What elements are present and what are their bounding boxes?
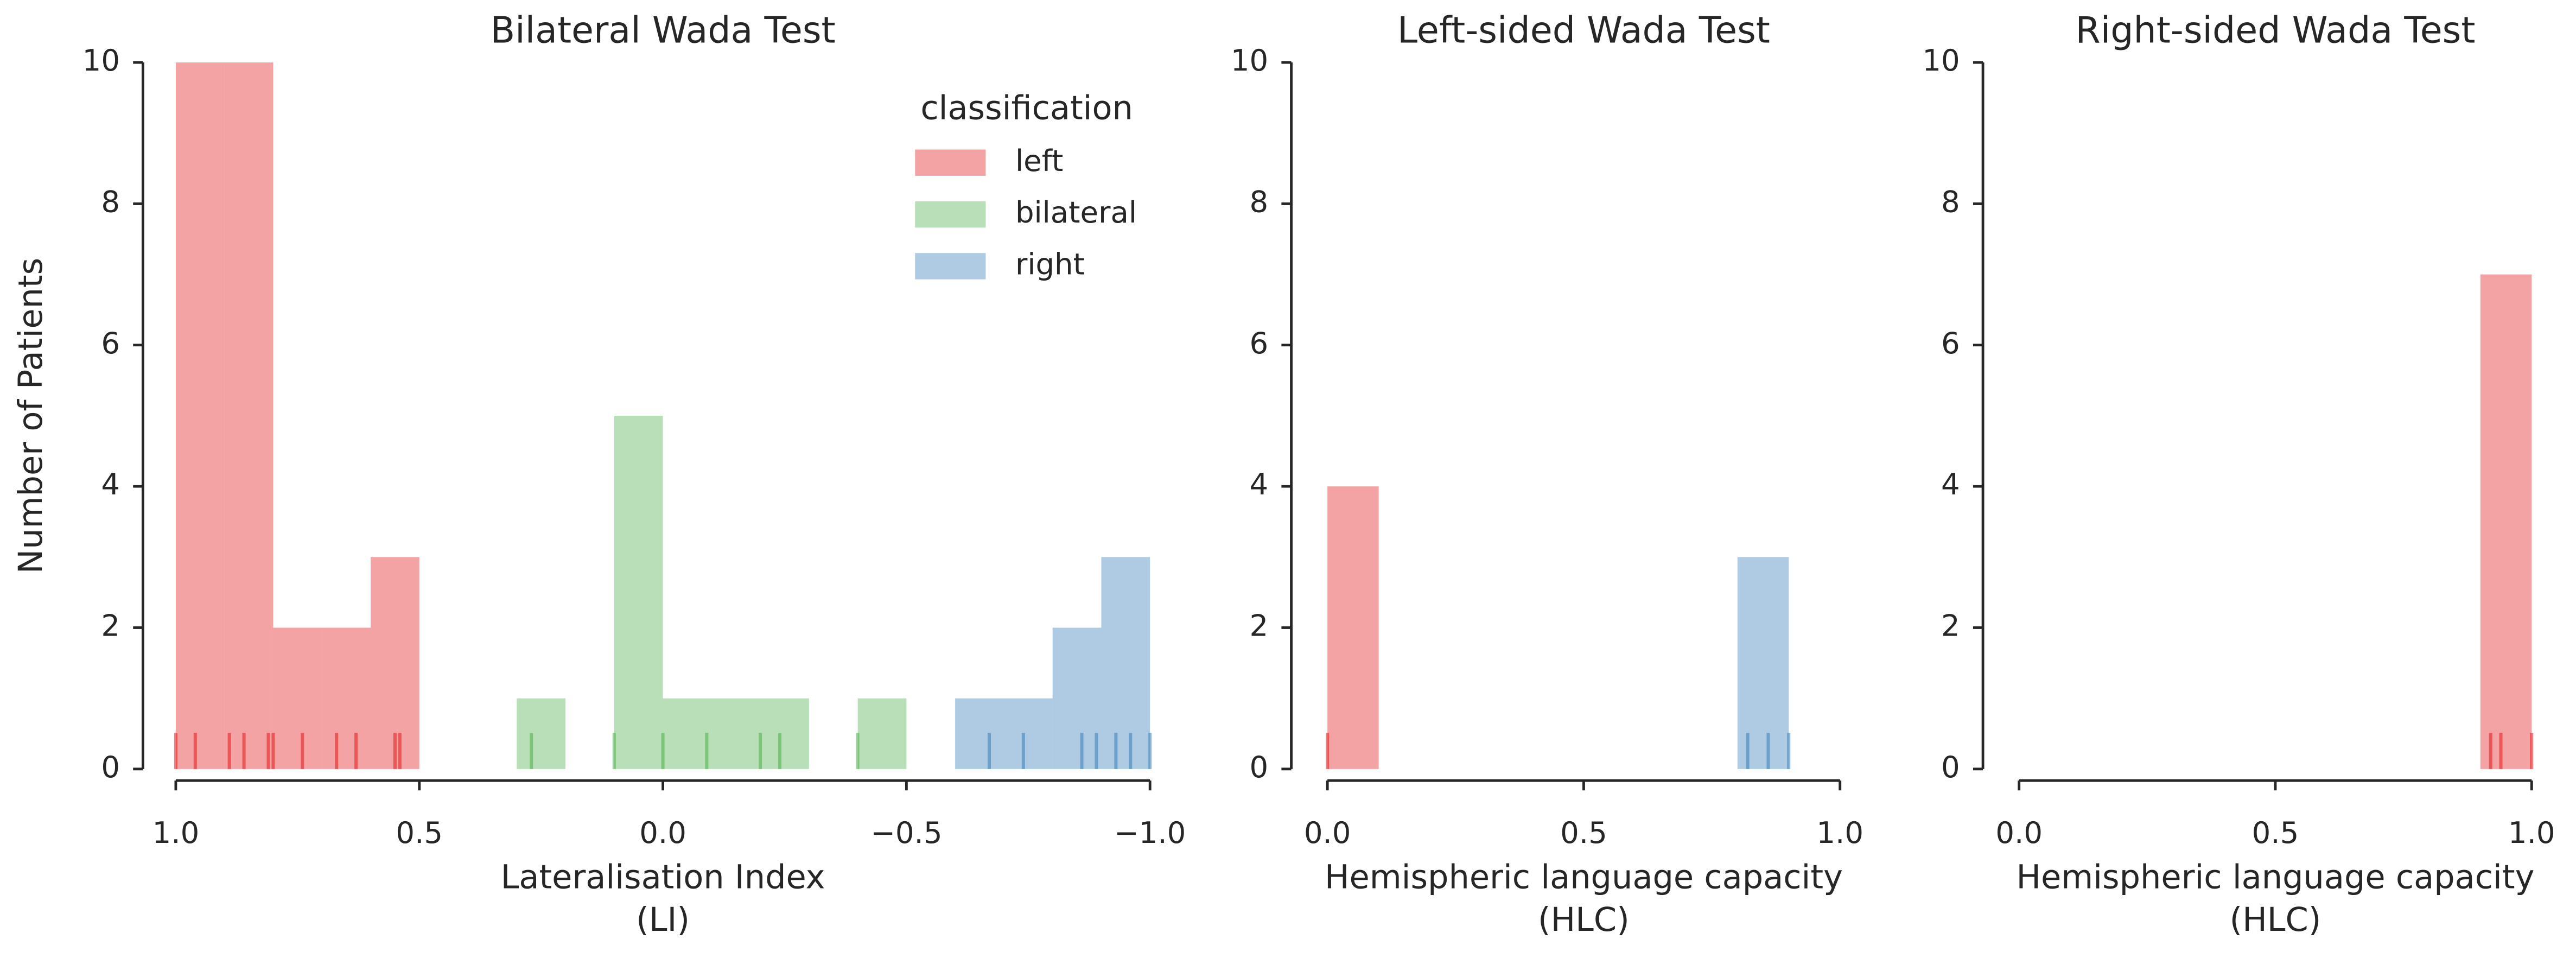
x-tick-label: 0.0 [1304,815,1351,850]
x-tick-label: −1.0 [1114,815,1186,850]
bar [1003,698,1053,769]
y-tick-label: 10 [82,43,120,78]
x-axis-label: Hemispheric language capacity [1325,858,1843,896]
x-tick-label: −0.5 [870,815,942,850]
x-axis-label: (LI) [636,901,690,939]
bar [517,698,566,769]
x-tick-label: 0.5 [1560,815,1607,850]
y-tick-label: 10 [1231,43,1268,78]
y-tick-label: 2 [1941,608,1960,643]
x-tick-label: 0.5 [396,815,443,850]
legend-swatch [915,201,986,228]
y-tick-label: 6 [1941,326,1960,360]
x-tick-label: 0.0 [1995,815,2043,850]
y-tick-label: 8 [101,185,120,219]
legend-label: bilateral [1015,195,1137,230]
x-axis-label: Hemispheric language capacity [2017,858,2535,896]
bar [1327,486,1379,769]
bar [1737,557,1789,769]
y-tick-label: 6 [1249,326,1268,360]
x-axis-label: Lateralisation Index [501,858,825,896]
bar [2480,274,2532,769]
bar [175,62,225,769]
y-axis-label: Number of Patients [12,258,50,574]
legend-label: left [1015,143,1063,178]
x-axis-label: (HLC) [2230,901,2321,939]
bar [1052,627,1102,769]
y-tick-label: 2 [1249,608,1268,643]
y-tick-label: 8 [1941,185,1960,219]
x-tick-label: 1.0 [1816,815,1863,850]
x-tick-label: 0.5 [2252,815,2299,850]
x-axis-label: (HLC) [1538,901,1630,939]
bar [711,698,761,769]
bar [955,698,1004,769]
y-tick-label: 0 [1941,750,1960,784]
x-tick-label: 1.0 [2508,815,2555,850]
y-tick-label: 0 [1249,750,1268,784]
chart-title: Right-sided Wada Test [2075,9,2475,52]
bar [663,698,712,769]
y-tick-label: 10 [1922,43,1960,78]
bar [273,627,322,769]
x-tick-label: 0.0 [639,815,686,850]
bar [224,62,273,769]
bar [1101,557,1150,769]
legend-label: right [1015,247,1085,282]
legend-swatch [915,253,986,280]
legend-title: classification [920,89,1133,127]
y-tick-label: 4 [1941,467,1960,502]
y-tick-label: 2 [101,608,120,643]
chart-title: Bilateral Wada Test [490,9,835,52]
y-tick-label: 4 [1249,467,1268,502]
bar [322,627,371,769]
y-tick-label: 6 [101,326,120,360]
y-tick-label: 0 [101,750,120,784]
bar [760,698,809,769]
bar [857,698,907,769]
chart-title: Left-sided Wada Test [1397,9,1770,52]
bar [614,415,663,769]
y-tick-label: 4 [101,467,120,502]
x-tick-label: 1.0 [152,815,200,850]
y-tick-label: 8 [1249,185,1268,219]
legend-swatch [915,149,986,176]
